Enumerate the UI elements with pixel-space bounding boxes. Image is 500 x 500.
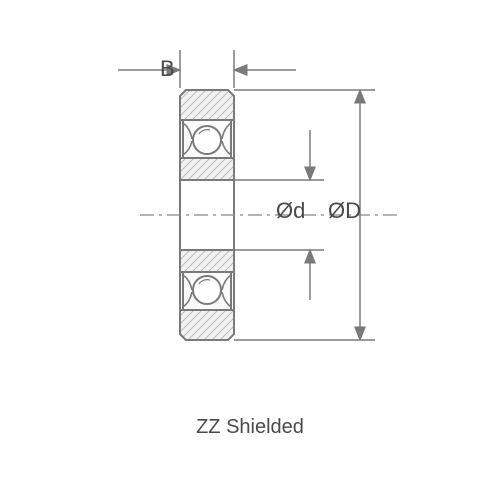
diagram-canvas: B Ød ØD ZZ Shielded bbox=[0, 0, 500, 500]
label-D: ØD bbox=[328, 198, 361, 224]
label-d: Ød bbox=[276, 198, 305, 224]
bearing-section bbox=[140, 90, 400, 340]
label-B: B bbox=[160, 56, 175, 82]
caption: ZZ Shielded bbox=[0, 416, 500, 439]
dimension-B bbox=[118, 50, 296, 88]
